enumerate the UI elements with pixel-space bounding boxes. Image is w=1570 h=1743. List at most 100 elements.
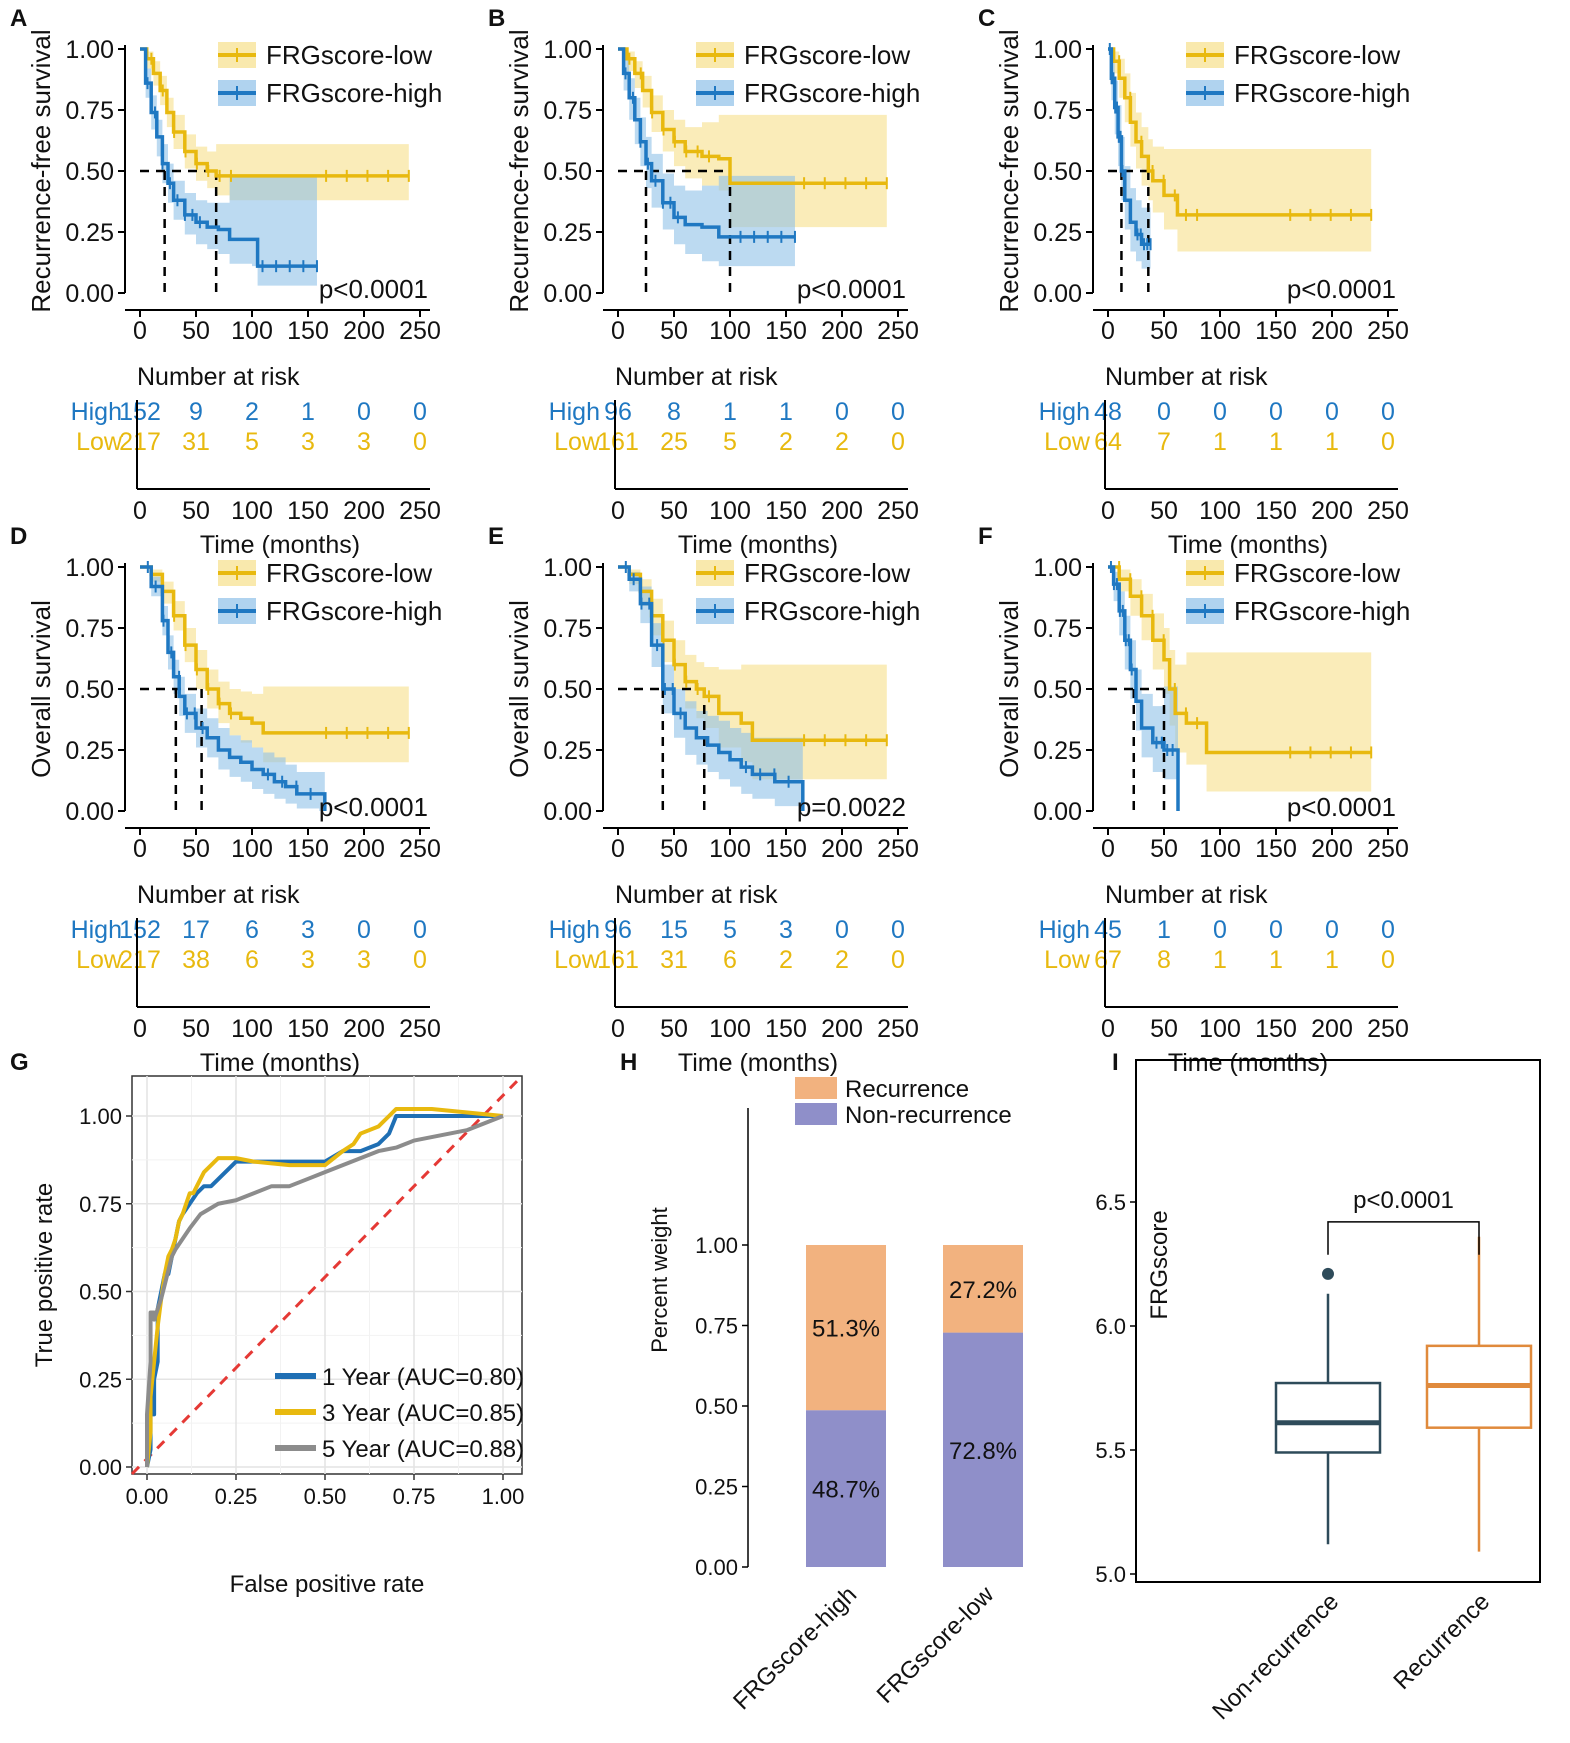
panel-label: D <box>10 523 27 550</box>
risk-count: 0 <box>1325 398 1339 426</box>
risk-count: 3 <box>301 946 315 974</box>
risk-count: 25 <box>660 428 688 456</box>
p-value: p<0.0001 <box>1353 1187 1454 1214</box>
x-tick-label: 0.00 <box>126 1484 169 1509</box>
x-tick-label: 50 <box>182 835 210 863</box>
x-tick-label: 0.50 <box>304 1484 347 1509</box>
significance-bracket <box>1327 1221 1480 1255</box>
legend-swatch <box>795 1077 837 1099</box>
risk-time-label: 50 <box>1150 497 1178 525</box>
x-tick-label: 250 <box>1367 317 1409 345</box>
x-tick-label: 250 <box>877 317 919 345</box>
panel-label: C <box>978 5 995 32</box>
risk-count: 0 <box>413 916 427 944</box>
y-axis-label: Overall survival <box>26 600 56 778</box>
x-axis-label: Time (months) <box>678 1049 838 1077</box>
risk-time-label: 0 <box>133 497 147 525</box>
risk-row-label: Low <box>554 428 601 456</box>
survival-curve-low <box>618 565 887 742</box>
panel-label: G <box>10 1049 29 1076</box>
risk-count: 8 <box>1157 946 1171 974</box>
x-tick-label: 100 <box>231 835 273 863</box>
survival-curve-low <box>140 47 409 178</box>
y-tick-label: 1.00 <box>65 36 114 64</box>
x-axis-label: Time (months) <box>1168 531 1328 559</box>
x-tick-label: 50 <box>1150 317 1178 345</box>
risk-row-label: Low <box>76 946 123 974</box>
plot-frame <box>1135 1059 1541 1583</box>
risk-count: 0 <box>1213 398 1227 426</box>
risk-time-label: 0 <box>1101 497 1115 525</box>
bar-segment-recurrence <box>806 1245 886 1411</box>
x-tick-label: 200 <box>343 317 385 345</box>
km-panel-F: F0.000.250.500.751.000 50 100 150 200 250Over… <box>978 523 1410 1077</box>
risk-count: 96 <box>604 398 632 426</box>
risk-count: 1 <box>779 398 793 426</box>
y-tick-label: 0.00 <box>543 280 592 308</box>
y-tick-label: 0.00 <box>65 798 114 826</box>
risk-row-label: High <box>1039 398 1090 426</box>
roc-curve-5y <box>145 1114 504 1467</box>
risk-time-label: 150 <box>1255 497 1297 525</box>
risk-time-label: 0 <box>1101 1015 1115 1043</box>
x-tick-label: 150 <box>1255 835 1297 863</box>
risk-time-label: 250 <box>877 497 919 525</box>
risk-time-label: 200 <box>1311 497 1353 525</box>
y-tick-label: 0.50 <box>543 158 592 186</box>
risk-count: 31 <box>182 428 210 456</box>
risk-count: 5 <box>723 428 737 456</box>
km-panel-B: B0.000.250.500.751.000 50 100 150 200 250Recu… <box>488 5 920 559</box>
risk-count: 1 <box>1213 428 1227 456</box>
panel-label: E <box>488 523 504 550</box>
y-tick-label: 0.25 <box>695 1475 738 1500</box>
x-tick-label: 0.75 <box>393 1484 436 1509</box>
risk-time-label: 100 <box>709 1015 751 1043</box>
bar-value-label: 51.3% <box>812 1316 880 1343</box>
x-tick-label: 50 <box>1150 835 1178 863</box>
legend-label: Recurrence <box>845 1076 969 1103</box>
risk-time-label: 100 <box>231 1015 273 1043</box>
y-tick-label: 0.75 <box>1033 97 1082 125</box>
risk-count: 161 <box>597 946 639 974</box>
risk-count: 0 <box>1381 428 1395 456</box>
x-tick-label: 150 <box>765 317 807 345</box>
risk-count: 3 <box>301 916 315 944</box>
risk-count: 3 <box>779 916 793 944</box>
y-tick-label: 0.25 <box>1033 737 1082 765</box>
risk-count: 0 <box>891 916 905 944</box>
risk-count: 38 <box>182 946 210 974</box>
risk-time-label: 150 <box>287 497 329 525</box>
panel-label: H <box>620 1049 637 1076</box>
risk-count: 48 <box>1094 398 1122 426</box>
risk-row-label: High <box>549 916 600 944</box>
risk-time-label: 200 <box>821 1015 863 1043</box>
risk-count: 0 <box>413 946 427 974</box>
risk-time-label: 100 <box>709 497 751 525</box>
risk-count: 7 <box>1157 428 1171 456</box>
legend-label: FRGscore-high <box>266 596 442 626</box>
risk-count: 2 <box>835 428 849 456</box>
y-tick-label: 6.5 <box>1095 1190 1126 1215</box>
box-iqr <box>1274 1381 1382 1454</box>
y-tick-label: 0.25 <box>79 1367 122 1392</box>
risk-count: 0 <box>891 428 905 456</box>
survival-curve-low <box>1108 565 1372 755</box>
km-panel-D: D 0.00 0.25 0.50 0.75 1.00 0 50 100 150 200 250 Over… <box>10 523 442 1077</box>
x-tick-label: 0 <box>133 835 147 863</box>
risk-count: 2 <box>835 946 849 974</box>
y-axis-label: Overall survival <box>994 600 1024 778</box>
risk-time-label: 0 <box>611 1015 625 1043</box>
risk-time-label: 150 <box>1255 1015 1297 1043</box>
risk-count: 3 <box>357 428 371 456</box>
risk-time-label: 200 <box>343 497 385 525</box>
panel-label: B <box>488 5 505 32</box>
x-tick-label: 150 <box>1255 317 1297 345</box>
legend-label: FRGscore-high <box>744 596 920 626</box>
panel-label: I <box>1112 1049 1119 1076</box>
legend-label: FRGscore-low <box>266 558 432 588</box>
x-axis-label: Time (months) <box>678 531 838 559</box>
risk-count: 1 <box>301 398 315 426</box>
risk-count: 1 <box>1213 946 1227 974</box>
risk-count: 0 <box>357 916 371 944</box>
risk-count: 5 <box>723 916 737 944</box>
